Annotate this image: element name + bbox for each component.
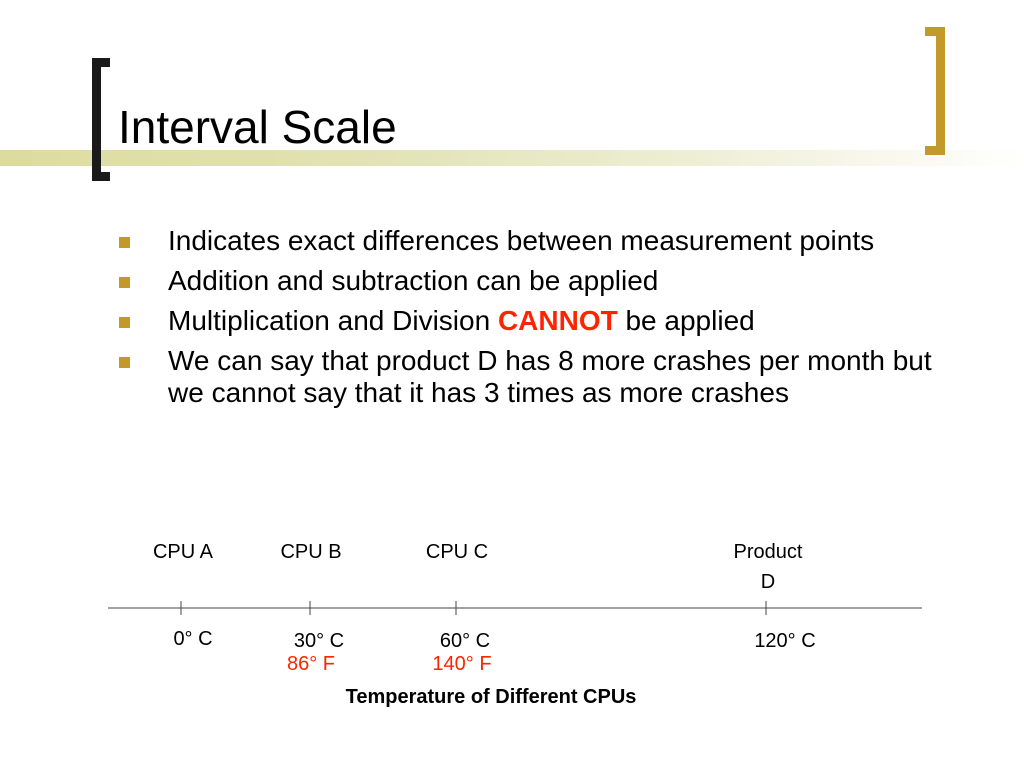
bullet-list: Indicates exact differences between meas… [113, 225, 953, 417]
bullet-item: Addition and subtraction can be applied [113, 265, 953, 297]
scale-celsius-cpu-b: 30° C [294, 630, 344, 652]
scale-label-cpu-b: CPU B [280, 541, 341, 563]
scale-label-cpu-c: CPU C [426, 541, 488, 563]
bullet-text: Indicates exact differences between meas… [168, 225, 875, 256]
bullet-text: be applied [625, 305, 755, 336]
square-bullet-icon [119, 317, 130, 328]
scale-caption: Temperature of Different CPUs [346, 686, 637, 708]
scale-label-product-d: Product [734, 541, 803, 563]
temperature-scale: CPU A CPU B CPU C Product D 0° C 30° C 6… [108, 541, 922, 708]
scale-label-cpu-a: CPU A [153, 541, 214, 563]
scale-celsius-cpu-c: 60° C [440, 630, 490, 652]
scale-fahrenheit-cpu-c: 140° F [432, 653, 491, 675]
right-bracket [925, 27, 945, 155]
bullet-item: Multiplication and Division CANNOT be ap… [113, 305, 953, 337]
square-bullet-icon [119, 357, 130, 368]
bullet-text: Multiplication and Division [168, 305, 491, 336]
bullet-item: We can say that product D has 8 more cra… [113, 345, 953, 409]
scale-label-product-d-line2: D [761, 571, 775, 593]
scale-fahrenheit-cpu-b: 86° F [287, 653, 335, 675]
title-band [0, 150, 1024, 166]
slide-title: Interval Scale [118, 101, 397, 153]
left-bracket [92, 58, 110, 181]
bullet-text: We can say that product D has 8 more cra… [168, 345, 932, 408]
bullet-highlight: CANNOT [497, 305, 618, 336]
bullet-text: Addition and subtraction can be applied [168, 265, 659, 296]
square-bullet-icon [119, 277, 130, 288]
scale-celsius-product-d: 120° C [754, 630, 815, 652]
scale-celsius-cpu-a: 0° C [173, 628, 212, 650]
square-bullet-icon [119, 237, 130, 248]
bullet-item: Indicates exact differences between meas… [113, 225, 953, 257]
